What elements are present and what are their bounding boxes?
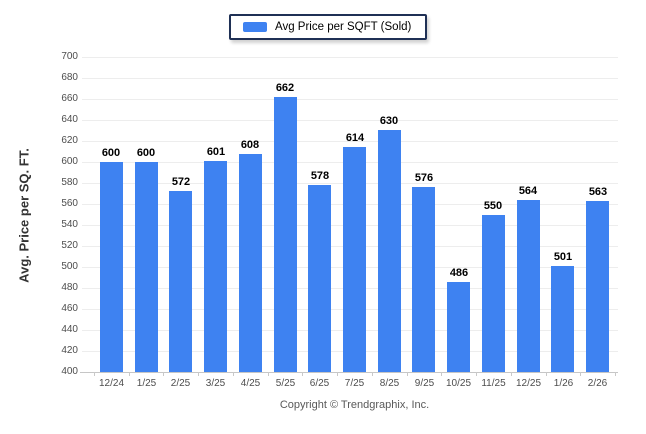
- x-axis-tick: [302, 372, 303, 376]
- bar: [274, 97, 297, 372]
- x-tick-label: 11/25: [481, 378, 506, 389]
- y-tick-label: 680: [61, 72, 78, 83]
- bar-value-label: 601: [206, 146, 226, 158]
- x-tick-label: 12/25: [515, 378, 542, 389]
- x-axis-tick: [233, 372, 234, 376]
- gridline: [82, 57, 618, 58]
- gridline: [82, 78, 618, 79]
- bar-value-label: 600: [136, 147, 156, 159]
- x-tick-label: 3/25: [205, 378, 226, 389]
- x-axis-line: [80, 372, 618, 373]
- x-axis-tick: [94, 372, 95, 376]
- y-tick-label: 460: [61, 303, 78, 314]
- y-tick-label: 400: [61, 366, 78, 377]
- bar-value-label: 486: [449, 267, 469, 279]
- x-tick-label: 9/25: [414, 378, 435, 389]
- x-tick-label: 2/25: [170, 378, 191, 389]
- x-tick-label: 10/25: [445, 378, 472, 389]
- bar: [482, 215, 505, 372]
- bar: [343, 147, 366, 372]
- bar: [586, 201, 609, 372]
- bar-value-label: 563: [588, 186, 608, 198]
- x-axis-tick: [546, 372, 547, 376]
- bar: [135, 162, 158, 372]
- bar-value-label: 600: [101, 147, 121, 159]
- bar-value-label: 501: [553, 251, 573, 263]
- bar: [447, 282, 470, 372]
- bar: [239, 154, 262, 372]
- y-tick-label: 580: [61, 177, 78, 188]
- y-tick-label: 540: [61, 219, 78, 230]
- copyright-text: Copyright © Trendgraphix, Inc.: [279, 399, 430, 411]
- x-axis-tick: [476, 372, 477, 376]
- x-axis-tick: [615, 372, 616, 376]
- x-axis-tick: [407, 372, 408, 376]
- x-axis-tick: [129, 372, 130, 376]
- x-axis-tick: [337, 372, 338, 376]
- x-tick-label: 2/26: [587, 378, 608, 389]
- legend-swatch-icon: [243, 22, 267, 32]
- y-tick-label: 440: [61, 324, 78, 335]
- y-tick-label: 500: [61, 261, 78, 272]
- y-tick-label: 640: [61, 114, 78, 125]
- bar: [204, 161, 227, 372]
- legend-label: Avg Price per SQFT (Sold): [275, 21, 412, 33]
- bar-value-label: 662: [275, 82, 295, 94]
- x-tick-label: 12/24: [98, 378, 125, 389]
- x-tick-label: 7/25: [344, 378, 365, 389]
- y-tick-label: 480: [61, 282, 78, 293]
- x-axis-tick: [268, 372, 269, 376]
- bar-value-label: 576: [414, 172, 434, 184]
- gridline: [82, 120, 618, 121]
- x-tick-label: 1/25: [136, 378, 157, 389]
- y-tick-label: 700: [61, 51, 78, 62]
- bar: [517, 200, 540, 372]
- x-tick-label: 4/25: [240, 378, 261, 389]
- x-axis-tick: [163, 372, 164, 376]
- bar-value-label: 564: [518, 185, 538, 197]
- x-tick-label: 6/25: [309, 378, 330, 389]
- bar-value-label: 614: [345, 132, 365, 144]
- gridline: [82, 99, 618, 100]
- chart-legend: Avg Price per SQFT (Sold): [229, 14, 428, 40]
- bar-value-label: 572: [171, 176, 191, 188]
- bar-value-label: 550: [483, 200, 503, 212]
- x-axis-tick: [198, 372, 199, 376]
- x-tick-label: 5/25: [275, 378, 296, 389]
- y-axis-title: Avg. Price per SQ. FT.: [16, 148, 32, 283]
- y-tick-label: 600: [61, 156, 78, 167]
- bar: [100, 162, 123, 372]
- x-tick-label: 8/25: [379, 378, 400, 389]
- y-tick-label: 560: [61, 198, 78, 209]
- y-tick-label: 620: [61, 135, 78, 146]
- x-axis-tick: [372, 372, 373, 376]
- bar-value-label: 630: [379, 115, 399, 127]
- x-axis-tick: [580, 372, 581, 376]
- bar: [551, 266, 574, 372]
- bar: [412, 187, 435, 372]
- gridline: [82, 141, 618, 142]
- bar: [378, 130, 401, 372]
- bar: [169, 191, 192, 372]
- y-tick-label: 660: [61, 93, 78, 104]
- y-tick-label: 420: [61, 345, 78, 356]
- bar-value-label: 608: [240, 139, 260, 151]
- bar: [308, 185, 331, 372]
- y-tick-label: 520: [61, 240, 78, 251]
- x-axis-tick: [441, 372, 442, 376]
- bar-value-label: 578: [310, 170, 330, 182]
- x-tick-label: 1/26: [553, 378, 574, 389]
- x-axis-tick: [511, 372, 512, 376]
